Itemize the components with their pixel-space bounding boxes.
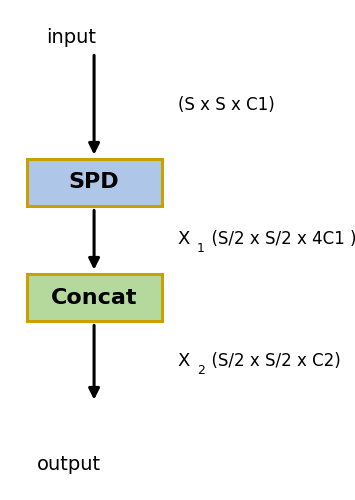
FancyBboxPatch shape <box>27 274 162 321</box>
Text: input: input <box>46 28 96 47</box>
Text: X: X <box>178 352 190 370</box>
Text: SPD: SPD <box>69 172 119 193</box>
Text: Concat: Concat <box>51 288 137 308</box>
Text: (S/2 x S/2 x C2): (S/2 x S/2 x C2) <box>201 352 340 370</box>
Text: (S/2 x S/2 x 4C1 ): (S/2 x S/2 x 4C1 ) <box>201 230 355 248</box>
Text: output: output <box>37 456 101 474</box>
Text: 2: 2 <box>197 364 205 376</box>
Text: X: X <box>178 230 190 248</box>
Text: 1: 1 <box>197 242 205 254</box>
Text: (S x S x C1): (S x S x C1) <box>178 96 274 114</box>
FancyBboxPatch shape <box>27 159 162 206</box>
